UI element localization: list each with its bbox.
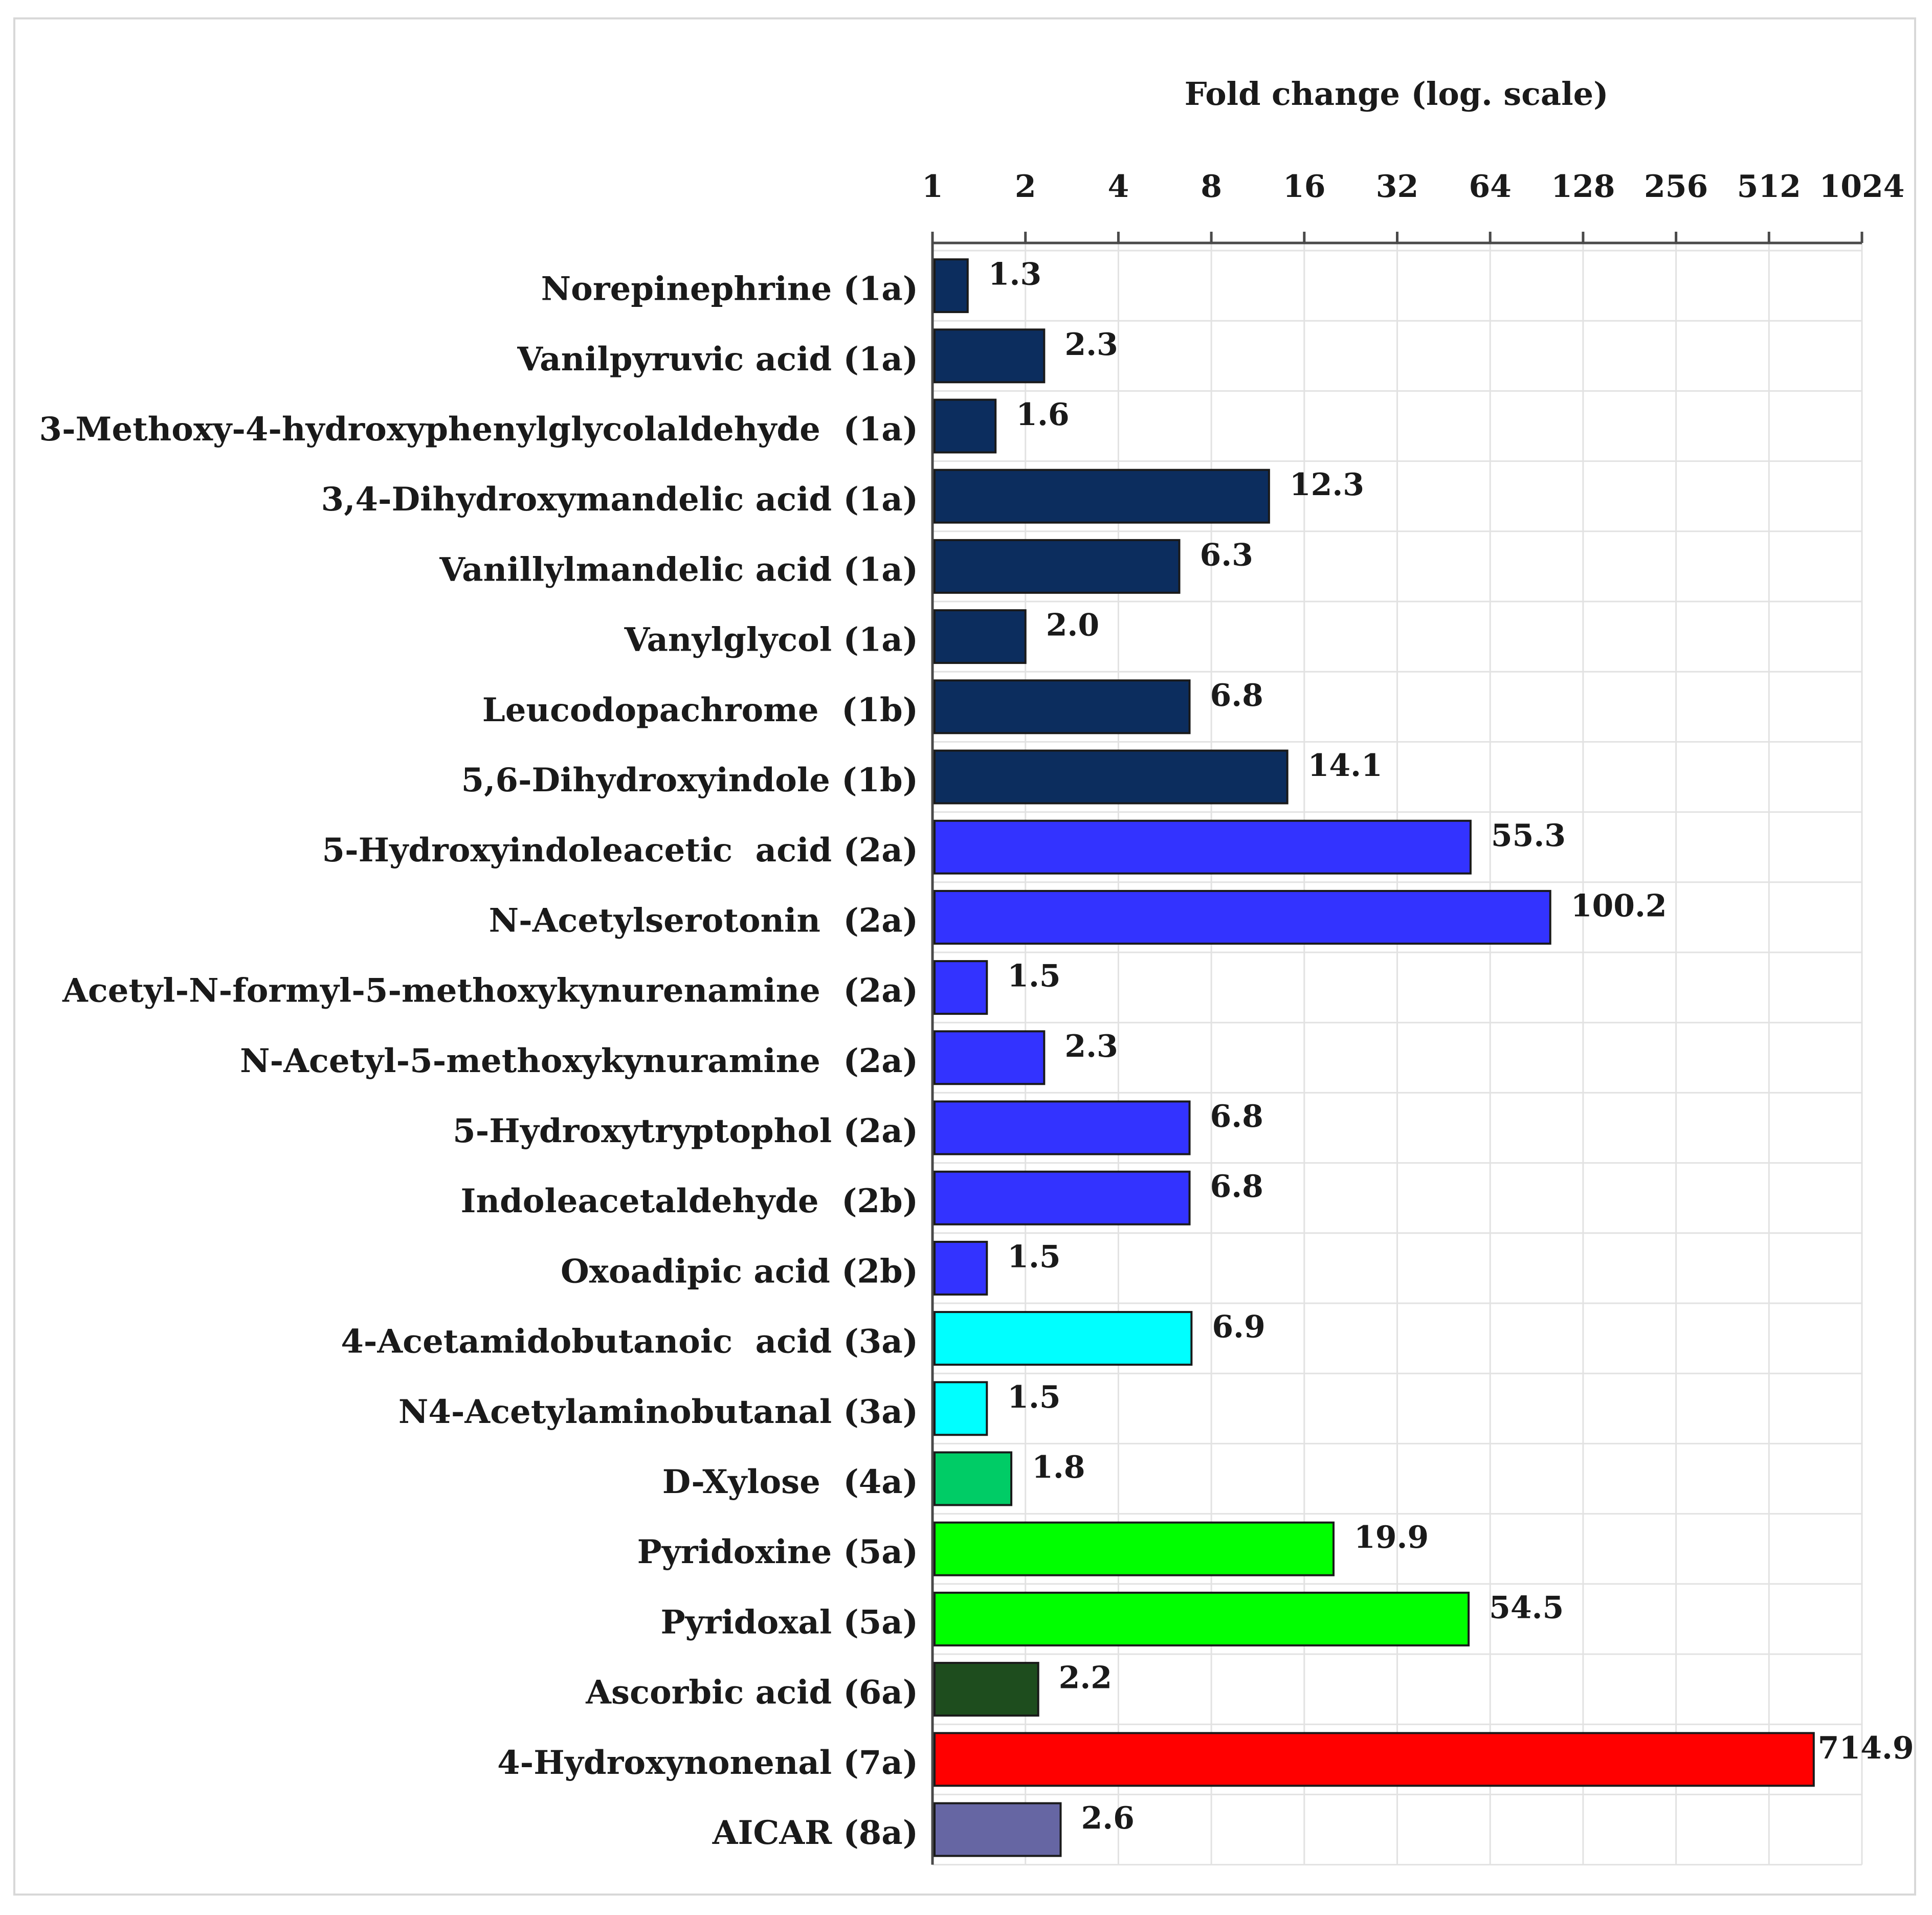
bar xyxy=(934,258,969,314)
category-label: Oxoadipic acid (2b) xyxy=(561,1252,918,1290)
category-label: Pyridoxal (5a) xyxy=(660,1603,918,1641)
category-label: AICAR (8a) xyxy=(712,1814,918,1852)
x-axis: 1 2 4 8 16 32 64 128 256 512 1024 xyxy=(922,169,1905,1865)
bar xyxy=(934,1451,1013,1506)
labels: Norepinephrine (1a) 1.3 Vanilpyruvic acid … xyxy=(39,257,1914,1852)
x-tick-label: 128 xyxy=(1551,169,1615,205)
bar xyxy=(934,539,1181,594)
chart-title: Fold change (log. scale) xyxy=(1185,75,1609,113)
data-label: 100.2 xyxy=(1571,888,1667,924)
x-tick-label: 16 xyxy=(1283,169,1326,205)
data-label: 1.6 xyxy=(1016,397,1069,433)
bar xyxy=(934,749,1289,805)
bar xyxy=(934,1170,1191,1226)
data-label: 55.3 xyxy=(1491,818,1566,854)
data-label: 12.3 xyxy=(1290,467,1364,503)
category-label: 5,6-Dihydroxyindole (1b) xyxy=(461,761,918,799)
bar xyxy=(934,889,1551,945)
data-label: 2.6 xyxy=(1081,1800,1134,1836)
bar xyxy=(934,328,1046,384)
category-label: 5-Hydroxytryptophol (2a) xyxy=(453,1112,918,1150)
category-label: 4-Acetamidobutanoic acid (3a) xyxy=(341,1323,918,1361)
bar xyxy=(934,1311,1193,1366)
bar xyxy=(934,1100,1191,1155)
category-label: Vanillylmandelic acid (1a) xyxy=(439,550,918,589)
x-tick-label: 1 xyxy=(922,169,943,205)
category-label: Leucodopachrome (1b) xyxy=(482,691,918,729)
data-label: 2.0 xyxy=(1046,608,1099,643)
category-label: Acetyl-N-formyl-5-methoxykynurenamine (2… xyxy=(62,972,918,1010)
bar xyxy=(934,1732,1815,1787)
data-label: 714.9 xyxy=(1818,1730,1914,1766)
data-label: 2.2 xyxy=(1059,1660,1112,1696)
x-tick-label: 1024 xyxy=(1819,169,1905,205)
category-label: Ascorbic acid (6a) xyxy=(585,1674,918,1712)
data-label: 6.8 xyxy=(1210,678,1263,714)
bar xyxy=(934,819,1472,875)
data-label: 2.3 xyxy=(1064,1029,1118,1064)
data-label: 1.5 xyxy=(1007,1379,1060,1415)
x-tick-label: 2 xyxy=(1015,169,1036,205)
x-tick-label: 32 xyxy=(1376,169,1419,205)
category-label: 3,4-Dihydroxymandelic acid (1a) xyxy=(321,480,918,519)
bars xyxy=(934,258,1815,1857)
x-tick-label: 256 xyxy=(1644,169,1708,205)
category-label: 3-Methoxy-4-hydroxyphenylglycolaldehyde … xyxy=(39,410,918,449)
category-label: N-Acetyl-5-methoxykynuramine (2a) xyxy=(240,1042,918,1080)
category-label: 4-Hydroxynonenal (7a) xyxy=(497,1744,918,1782)
data-label: 6.8 xyxy=(1210,1169,1263,1205)
bar xyxy=(934,679,1191,734)
category-label: N4-Acetylaminobutanal (3a) xyxy=(398,1393,918,1431)
data-label: 1.8 xyxy=(1032,1450,1085,1485)
bar xyxy=(934,1240,988,1296)
x-tick-label: 512 xyxy=(1737,169,1801,205)
category-label: Vanylglycol (1a) xyxy=(624,621,918,659)
category-label: N-Acetylserotonin (2a) xyxy=(489,901,918,940)
bar xyxy=(934,1030,1046,1085)
data-label: 6.8 xyxy=(1210,1099,1263,1134)
data-label: 6.3 xyxy=(1200,537,1253,573)
data-label: 19.9 xyxy=(1354,1520,1429,1555)
x-tick-label: 64 xyxy=(1469,169,1512,205)
category-label: Pyridoxine (5a) xyxy=(637,1533,918,1571)
bar xyxy=(934,1591,1470,1646)
category-label: Norepinephrine (1a) xyxy=(541,270,918,308)
data-label: 1.5 xyxy=(1007,1239,1060,1275)
data-label: 54.5 xyxy=(1489,1590,1564,1625)
data-label: 6.9 xyxy=(1212,1309,1265,1345)
data-label: 1.5 xyxy=(1007,959,1060,994)
category-label: 5-Hydroxyindoleacetic acid (2a) xyxy=(322,831,918,870)
category-label: Indoleacetaldehyde (2b) xyxy=(461,1182,919,1220)
data-label: 14.1 xyxy=(1308,748,1383,784)
data-label: 2.3 xyxy=(1064,327,1118,363)
bar xyxy=(934,1802,1062,1857)
category-label: D-Xylose (4a) xyxy=(662,1463,918,1501)
data-label: 1.3 xyxy=(988,257,1041,293)
x-tick-label: 8 xyxy=(1201,169,1222,205)
bar xyxy=(934,1381,988,1436)
bar xyxy=(934,1662,1039,1717)
bar xyxy=(934,469,1270,524)
bar xyxy=(934,1521,1335,1576)
bar xyxy=(934,609,1027,664)
category-label: Vanilpyruvic acid (1a) xyxy=(517,340,918,378)
bar xyxy=(934,398,997,454)
x-tick-label: 4 xyxy=(1108,169,1129,205)
bar xyxy=(934,960,988,1015)
